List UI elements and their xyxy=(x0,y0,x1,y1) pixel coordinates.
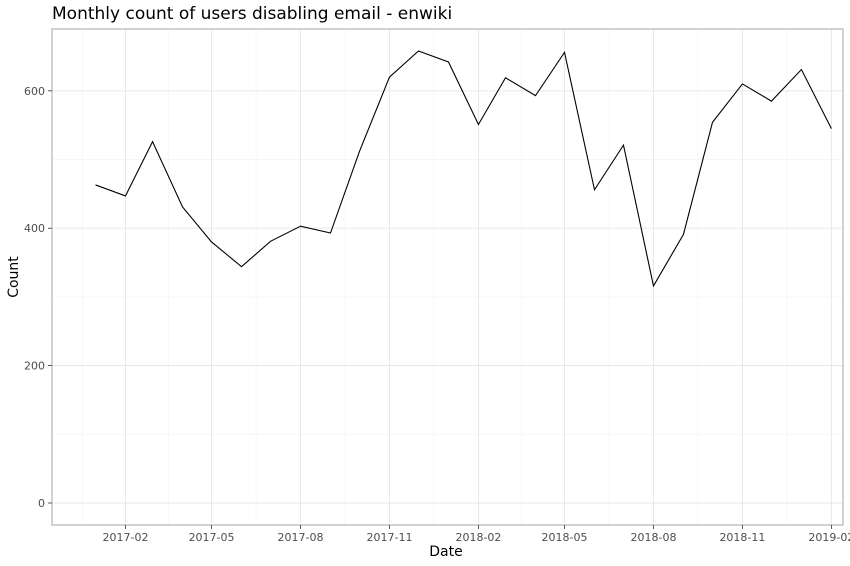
x-tick-label: 2018-02 xyxy=(455,531,501,544)
x-tick-label: 2018-05 xyxy=(542,531,588,544)
x-tick-label: 2017-11 xyxy=(366,531,412,544)
y-tick-label: 0 xyxy=(38,497,45,510)
y-tick-label: 200 xyxy=(24,360,45,373)
series-layer xyxy=(95,50,832,288)
x-tick-label: 2017-08 xyxy=(278,531,324,544)
x-tick-label: 2019-02 xyxy=(808,531,850,544)
x-axis: 2017-02 2017-05 2017-08 2017-11 2018-02 2018-… xyxy=(103,525,850,544)
y-tick-label: 400 xyxy=(24,222,45,235)
plot-panel-border xyxy=(51,28,844,526)
x-tick-label: 2018-11 xyxy=(719,531,765,544)
x-tick-label: 2017-02 xyxy=(103,531,149,544)
chart-title: Monthly count of users disabling email -… xyxy=(52,4,452,24)
x-tick-label: 2018-08 xyxy=(630,531,676,544)
major-gridlines xyxy=(52,29,843,525)
y-axis: 0 200 400 600 xyxy=(24,85,52,510)
minor-gridlines xyxy=(52,29,843,525)
y-axis-title: Count xyxy=(6,256,22,298)
x-axis-title: Date xyxy=(429,544,462,560)
x-tick-label: 2017-05 xyxy=(189,531,235,544)
y-tick-label: 600 xyxy=(24,85,45,98)
series-line xyxy=(95,50,832,288)
